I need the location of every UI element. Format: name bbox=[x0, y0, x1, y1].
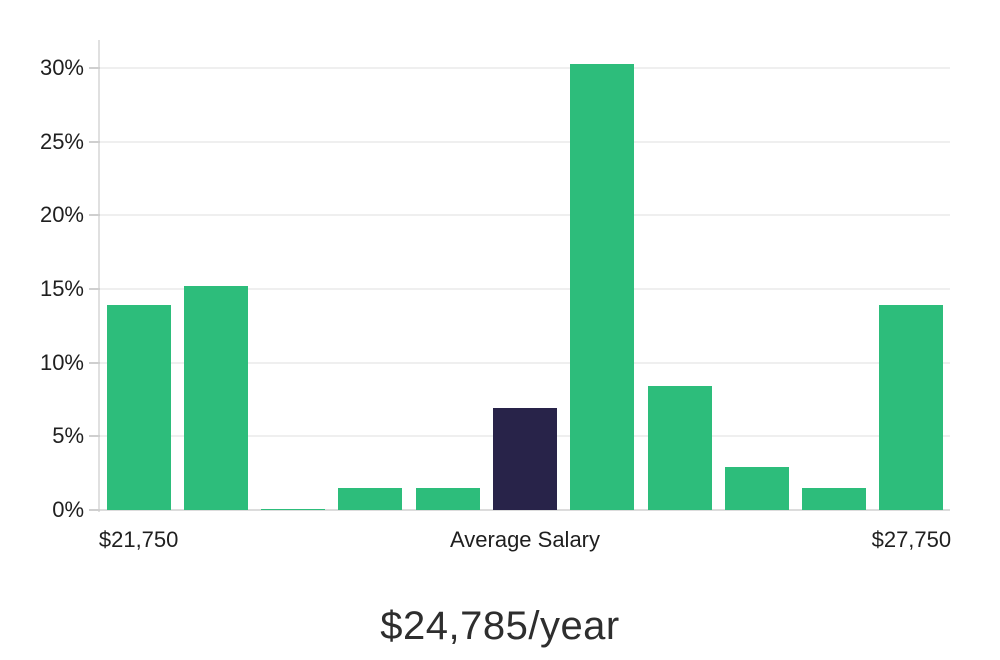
y-tick-mark bbox=[89, 509, 100, 511]
x-tick-label: $21,750 bbox=[98, 527, 179, 552]
y-tick-label: 0% bbox=[52, 497, 84, 522]
salary-bin-bar[interactable] bbox=[724, 467, 789, 510]
salary-bin-bar[interactable] bbox=[879, 305, 944, 510]
salary-bin-bar[interactable] bbox=[261, 508, 326, 510]
y-tick-label: 10% bbox=[39, 349, 84, 375]
salary-bin-bar[interactable] bbox=[415, 487, 480, 510]
y-tick-mark bbox=[89, 435, 100, 438]
gridline bbox=[100, 214, 950, 217]
x-tick-label: $27,750 bbox=[871, 527, 952, 552]
y-tick-mark bbox=[89, 66, 100, 69]
y-axis-line bbox=[98, 40, 100, 512]
plot-area bbox=[100, 40, 950, 511]
salary-bin-bar[interactable] bbox=[338, 487, 403, 510]
salary-bin-bar[interactable] bbox=[802, 487, 867, 510]
y-tick-label: 5% bbox=[52, 423, 84, 449]
x-tick-label: Average Salary bbox=[449, 527, 601, 552]
y-tick-mark bbox=[89, 214, 100, 217]
chart-title: $24,785/year bbox=[380, 604, 620, 648]
y-tick-mark bbox=[89, 140, 100, 143]
gridline bbox=[100, 287, 950, 290]
salary-bin-bar[interactable] bbox=[570, 63, 635, 510]
gridline bbox=[100, 140, 950, 143]
salary-bin-bar[interactable] bbox=[183, 286, 248, 510]
y-tick-mark bbox=[89, 361, 100, 364]
gridline bbox=[100, 66, 950, 69]
salary-bin-bar[interactable] bbox=[647, 386, 712, 510]
x-axis-baseline bbox=[100, 509, 950, 511]
salary-bin-bar[interactable] bbox=[106, 305, 171, 510]
y-tick-label: 25% bbox=[39, 128, 84, 154]
y-tick-label: 20% bbox=[39, 202, 84, 228]
y-tick-mark bbox=[89, 287, 100, 290]
gridline bbox=[100, 361, 950, 364]
y-tick-label: 15% bbox=[39, 275, 84, 301]
average-salary-bar[interactable] bbox=[493, 408, 557, 510]
y-tick-label: 30% bbox=[39, 54, 84, 80]
